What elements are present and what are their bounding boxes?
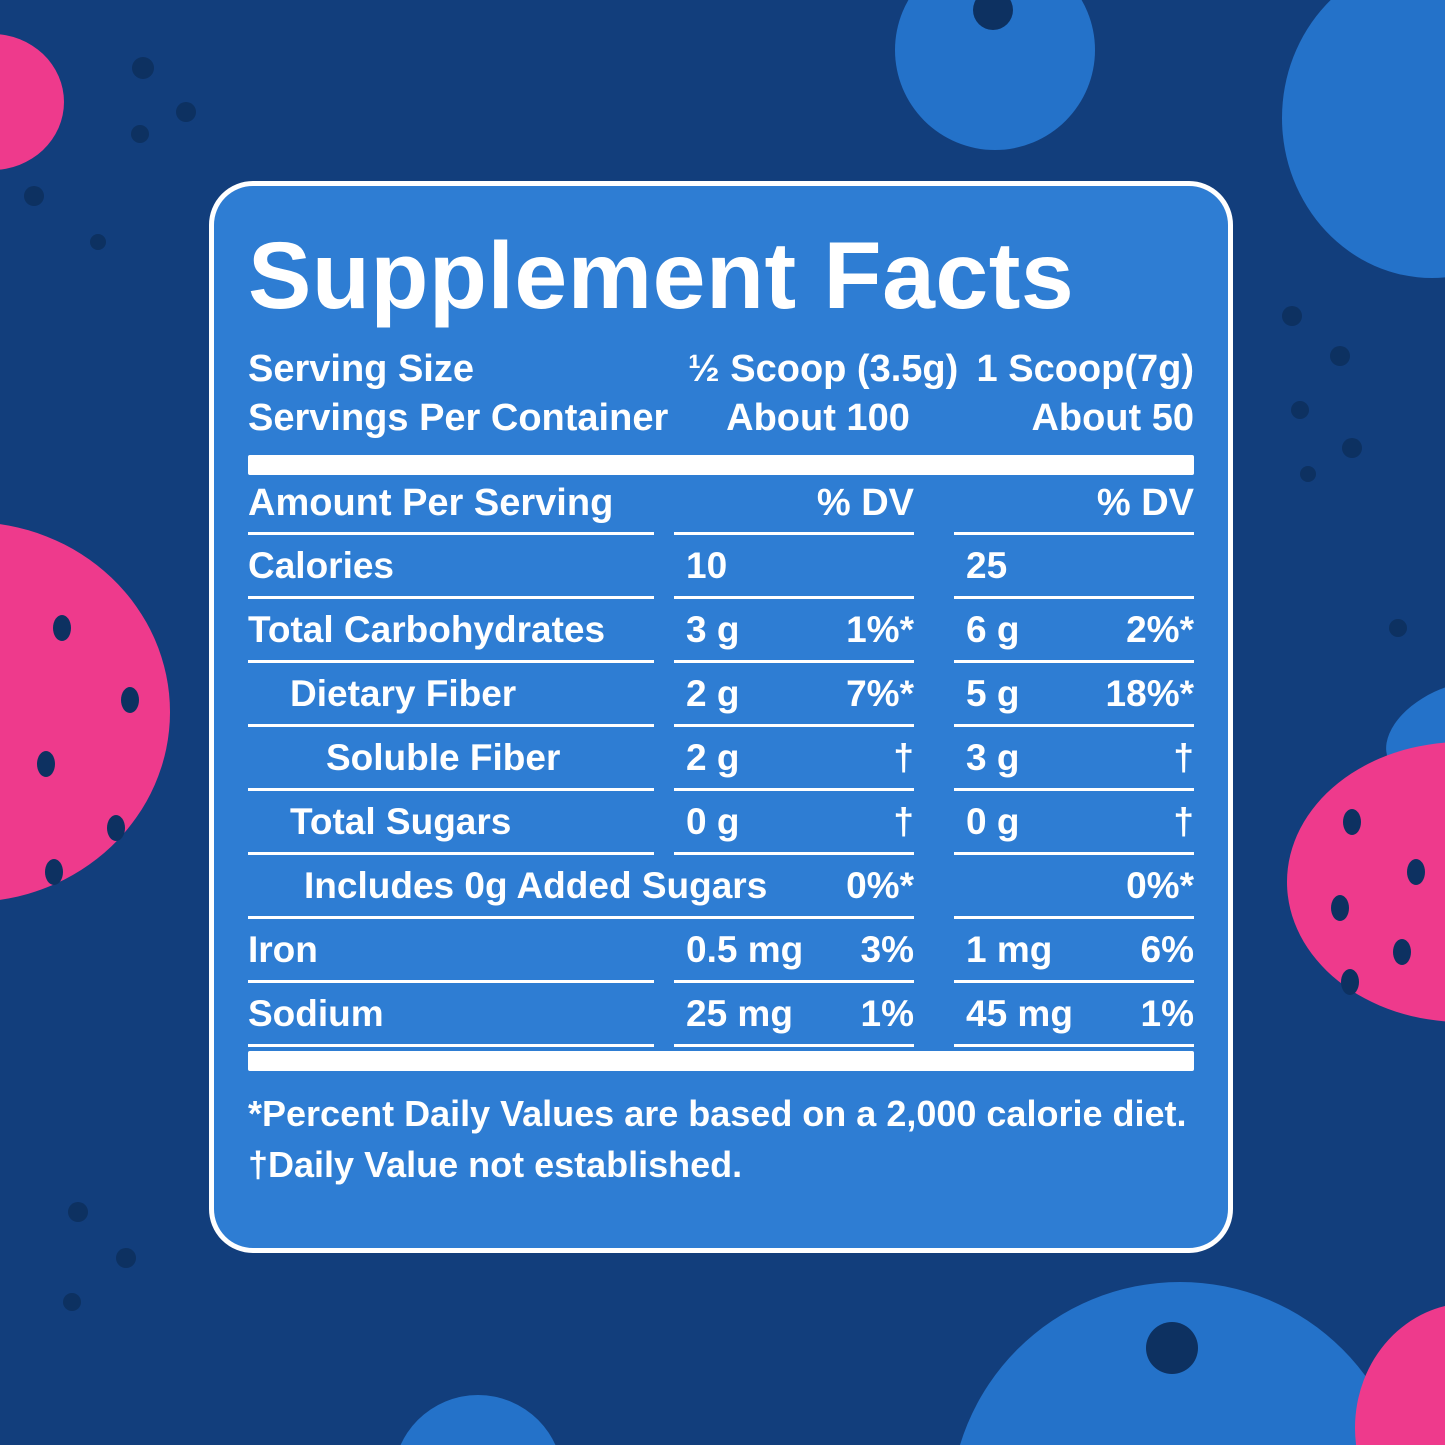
row-dv-col2: † xyxy=(1173,736,1194,778)
table-row-total-sugars: Total Sugars 0 g † 0 g † xyxy=(248,791,1194,856)
row-amount-col2: 45 mg xyxy=(966,992,1073,1034)
row-label: Includes 0g Added Sugars xyxy=(304,864,768,906)
row-amount-col1: 0 g xyxy=(686,800,740,842)
row-amount-col2: 5 g xyxy=(966,672,1020,714)
page-title: Supplement Facts xyxy=(248,223,1075,329)
row-label: Sodium xyxy=(248,992,384,1034)
dots-top-left xyxy=(24,57,196,250)
table-row-total-carbohydrates: Total Carbohydrates 3 g 1%* 6 g 2%* xyxy=(248,599,1194,664)
row-dv-col1: † xyxy=(893,736,914,778)
row-label: Total Carbohydrates xyxy=(248,608,606,650)
table-row-iron: Iron 0.5 mg 3% 1 mg 6% xyxy=(248,919,1194,984)
divider-bar-bottom xyxy=(248,1051,1194,1072)
row-label: Dietary Fiber xyxy=(290,672,517,714)
table-row-sodium: Sodium 25 mg 1% 45 mg 1% xyxy=(248,983,1194,1048)
dots-top-right xyxy=(1282,306,1362,482)
row-dv-col1: 1% xyxy=(860,992,914,1034)
row-dv-col1: † xyxy=(893,800,914,842)
row-label: Total Sugars xyxy=(290,800,512,842)
row-dv-col2: † xyxy=(1173,800,1194,842)
row-amount-col2: 6 g xyxy=(966,608,1020,650)
nutrition-table: Amount Per Serving % DV % DV Calories 10… xyxy=(248,475,1194,1048)
row-dv-col1: 7%* xyxy=(846,672,914,714)
servings-per-container-row: Servings Per Container About 100 About 5… xyxy=(248,394,1194,443)
row-amount-col2: 25 xyxy=(966,544,1008,586)
serving-size-label: Serving Size xyxy=(248,348,474,391)
row-amount-col2: 3 g xyxy=(966,736,1020,778)
row-label: Calories xyxy=(248,544,395,586)
row-amount-col1: 2 g xyxy=(686,736,740,778)
row-amount-col2: 1 mg xyxy=(966,928,1053,970)
dv-header-col2: % DV xyxy=(1096,482,1194,525)
row-label: Iron xyxy=(248,928,318,970)
strawberry-top-left-icon xyxy=(0,34,64,170)
row-amount-col1: 25 mg xyxy=(686,992,793,1034)
servings-per-container-col2: About 50 xyxy=(1031,397,1194,440)
serving-size-row: Serving Size ½ Scoop (3.5g) 1 Scoop(7g) xyxy=(248,345,1194,394)
servings-per-container-col1: About 100 xyxy=(726,397,910,440)
serving-size-one-scoop: 1 Scoop(7g) xyxy=(976,348,1194,391)
row-amount-col2: 0 g xyxy=(966,800,1020,842)
table-header-row: Amount Per Serving % DV % DV xyxy=(248,475,1194,536)
dots-bottom-left xyxy=(63,1202,136,1311)
row-dv-col1: 1%* xyxy=(846,608,914,650)
footnote-daily-values: *Percent Daily Values are based on a 2,0… xyxy=(248,1093,1187,1135)
table-row-soluble-fiber: Soluble Fiber 2 g † 3 g † xyxy=(248,727,1194,792)
row-amount-col1: 2 g xyxy=(686,672,740,714)
table-row-calories: Calories 10 25 xyxy=(248,535,1194,600)
row-amount-col1: 0.5 mg xyxy=(686,928,804,970)
blueberry-top-right-icon xyxy=(1282,0,1445,278)
serving-info: Serving Size ½ Scoop (3.5g) 1 Scoop(7g) … xyxy=(248,345,1194,443)
footnote-dagger: †Daily Value not established. xyxy=(248,1143,743,1185)
row-amount-col1: 10 xyxy=(686,544,728,586)
strawberry-right-icon xyxy=(1287,681,1445,1022)
serving-size-half-scoop: ½ Scoop (3.5g) xyxy=(688,348,959,391)
table-row-added-sugars: Includes 0g Added Sugars 0%* 0%* xyxy=(248,855,1194,920)
row-dv-col1: 3% xyxy=(860,928,914,970)
divider-bar-top xyxy=(248,455,1194,476)
amount-per-serving-label: Amount Per Serving xyxy=(248,482,614,525)
row-amount-col1: 3 g xyxy=(686,608,740,650)
servings-per-container-label: Servings Per Container xyxy=(248,397,669,440)
row-dv-col2: 18%* xyxy=(1105,672,1194,714)
strawberry-bottom-right-icon xyxy=(1355,1305,1445,1445)
dv-header-col1: % DV xyxy=(816,482,914,525)
row-dv-col2: 0%* xyxy=(1126,864,1194,906)
blueberry-top-icon xyxy=(895,0,1095,150)
row-label: Soluble Fiber xyxy=(326,736,561,778)
strawberry-left-icon xyxy=(0,524,170,900)
table-row-dietary-fiber: Dietary Fiber 2 g 7%* 5 g 18%* xyxy=(248,663,1194,728)
supplement-facts-panel: Supplement Facts Serving Size ½ Scoop (3… xyxy=(209,181,1233,1253)
blueberry-bottom-right-icon xyxy=(960,1282,1400,1445)
row-dv-col2: 6% xyxy=(1140,928,1194,970)
row-dv-col2: 2%* xyxy=(1126,608,1194,650)
footnotes: *Percent Daily Values are based on a 2,0… xyxy=(248,1089,1194,1190)
blueberry-bottom-center-icon xyxy=(400,1395,556,1445)
row-dv-col2: 1% xyxy=(1140,992,1194,1034)
row-dv-col1: 0%* xyxy=(846,864,914,906)
dot-mid-right xyxy=(1389,619,1407,637)
